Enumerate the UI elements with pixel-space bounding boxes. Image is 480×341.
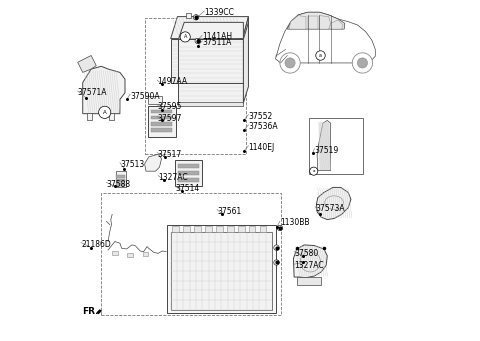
Text: 1327AC: 1327AC xyxy=(294,262,324,270)
Bar xyxy=(101,193,281,315)
Text: 37580: 37580 xyxy=(294,249,318,258)
Bar xyxy=(260,226,266,232)
Text: 37517: 37517 xyxy=(157,150,181,159)
Bar xyxy=(178,178,199,182)
Bar xyxy=(171,232,272,310)
Text: 1140EJ: 1140EJ xyxy=(249,143,275,152)
Text: 37597: 37597 xyxy=(157,114,181,122)
Bar xyxy=(112,251,118,255)
Circle shape xyxy=(193,15,199,20)
Polygon shape xyxy=(293,245,327,278)
Bar xyxy=(109,113,114,120)
Bar xyxy=(116,179,125,182)
Polygon shape xyxy=(243,17,249,83)
Polygon shape xyxy=(320,16,331,29)
Text: 37561: 37561 xyxy=(217,207,241,216)
Polygon shape xyxy=(179,102,243,106)
Polygon shape xyxy=(78,56,96,72)
Polygon shape xyxy=(289,16,306,29)
Circle shape xyxy=(280,53,300,73)
Polygon shape xyxy=(317,120,331,170)
Text: 37571A: 37571A xyxy=(78,88,107,97)
Bar xyxy=(172,226,179,232)
Polygon shape xyxy=(276,12,375,63)
Polygon shape xyxy=(316,188,351,220)
Polygon shape xyxy=(171,17,249,39)
Bar xyxy=(216,226,223,232)
Bar xyxy=(183,226,190,232)
Text: 37552: 37552 xyxy=(249,112,273,121)
Circle shape xyxy=(274,260,279,265)
Text: 37590A: 37590A xyxy=(130,92,160,101)
Bar xyxy=(168,225,276,313)
Text: 37588: 37588 xyxy=(107,179,131,189)
Text: a: a xyxy=(319,53,322,58)
Bar xyxy=(178,171,199,175)
Text: 21186D: 21186D xyxy=(81,240,111,249)
Circle shape xyxy=(277,225,283,231)
Polygon shape xyxy=(331,20,343,29)
Bar xyxy=(148,96,162,104)
Bar xyxy=(148,106,176,137)
Bar xyxy=(249,226,255,232)
Bar xyxy=(151,110,172,113)
Bar xyxy=(143,252,148,256)
Text: 37514: 37514 xyxy=(176,183,200,193)
Text: 1141AH: 1141AH xyxy=(202,32,232,41)
Text: 1497AA: 1497AA xyxy=(157,77,187,86)
Text: 37511A: 37511A xyxy=(202,38,231,47)
Text: 37519: 37519 xyxy=(314,146,339,155)
Text: 1339CC: 1339CC xyxy=(204,8,234,17)
Text: 1327AC: 1327AC xyxy=(158,173,188,182)
Bar xyxy=(151,128,172,132)
Text: 37595: 37595 xyxy=(157,102,181,111)
Circle shape xyxy=(358,58,368,68)
Text: FR.: FR. xyxy=(82,307,98,316)
Text: 37573A: 37573A xyxy=(315,204,345,213)
Bar xyxy=(238,226,244,232)
Polygon shape xyxy=(308,16,318,29)
Bar xyxy=(116,175,125,178)
Circle shape xyxy=(352,53,372,73)
Text: a: a xyxy=(312,169,315,173)
Polygon shape xyxy=(171,39,243,83)
Text: 1130BB: 1130BB xyxy=(280,219,310,227)
Polygon shape xyxy=(288,12,345,29)
Text: 37536A: 37536A xyxy=(249,122,278,131)
Polygon shape xyxy=(96,309,102,314)
Bar xyxy=(151,116,172,119)
Circle shape xyxy=(195,38,201,44)
Bar xyxy=(87,113,92,120)
Text: A: A xyxy=(183,34,187,40)
Circle shape xyxy=(310,167,318,175)
Text: 37513: 37513 xyxy=(120,160,144,169)
Bar xyxy=(151,122,172,125)
Polygon shape xyxy=(83,66,125,114)
Circle shape xyxy=(285,58,295,68)
Bar xyxy=(227,226,234,232)
Circle shape xyxy=(274,245,279,250)
Circle shape xyxy=(180,32,190,42)
Bar xyxy=(178,164,199,168)
Bar xyxy=(127,253,133,257)
Circle shape xyxy=(316,51,325,60)
Polygon shape xyxy=(243,23,249,103)
Bar xyxy=(205,226,212,232)
Bar xyxy=(175,160,202,186)
Bar xyxy=(116,183,125,187)
Bar xyxy=(298,277,321,285)
Bar xyxy=(309,118,363,174)
Bar xyxy=(194,226,201,232)
Polygon shape xyxy=(179,23,243,39)
Circle shape xyxy=(98,106,111,118)
Bar xyxy=(116,171,126,188)
Polygon shape xyxy=(179,39,243,103)
Bar xyxy=(186,13,191,18)
Polygon shape xyxy=(144,154,162,171)
Bar xyxy=(145,18,246,154)
Text: A: A xyxy=(103,110,107,115)
